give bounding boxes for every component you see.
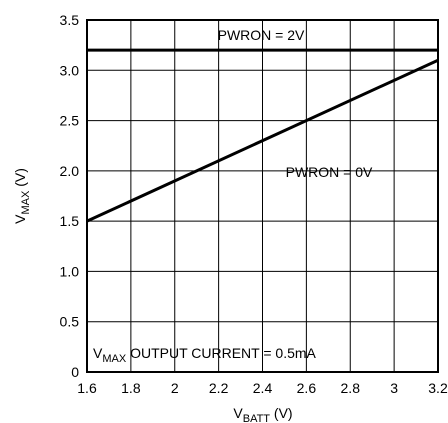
x-axis-label-rest: (V) [270,405,293,421]
annotation-rest: OUTPUT CURRENT = 0.5mA [126,345,316,361]
y-tick-label: 1.0 [60,263,80,279]
annotation-main: V [93,345,103,361]
y-tick-label: 2.5 [60,113,80,129]
y-tick-label: 3.0 [60,62,80,78]
y-tick-labels: 0 0.5 1.0 1.5 2.0 2.5 3.0 3.5 [60,12,80,380]
y-tick-label: 0.5 [60,314,80,330]
x-tick-label: 1.8 [121,380,141,396]
x-axis-label-main: V [233,405,243,421]
x-tick-label: 2.6 [297,380,317,396]
output-current-annotation: VMAX OUTPUT CURRENT = 0.5mA [93,345,317,365]
x-tick-label: 1.6 [77,380,97,396]
y-axis-label-main: V [12,214,28,224]
series-group [86,48,439,223]
y-axis-label: VMAX (V) [12,168,32,224]
y-tick-label: 1.5 [60,213,80,229]
y-axis-label-sub: MAX [20,190,32,215]
y-tick-label: 2.0 [60,163,80,179]
series-line-1 [86,58,439,223]
grid [87,20,438,372]
x-tick-label: 2.4 [253,380,273,396]
x-tick-label: 3.2 [428,380,448,396]
plot-frame [86,19,439,373]
x-tick-labels: 1.6 1.8 2 2.2 2.4 2.6 2.8 3 3.2 [77,380,448,396]
series-label-pwron-0v: PWRON = 0V [286,164,373,180]
x-axis-label: VBATT (V) [233,405,292,423]
x-tick-label: 3 [390,380,398,396]
y-axis-label-rest: (V) [12,168,28,191]
x-tick-label: 2 [171,380,179,396]
x-tick-label: 2.8 [341,380,361,396]
series-label-pwron-2v: PWRON = 2V [218,27,305,43]
x-tick-label: 2.2 [209,380,229,396]
y-tick-label: 0 [71,364,79,380]
annotation-sub: MAX [102,353,127,365]
y-tick-label: 3.5 [60,12,80,28]
x-axis-label-sub: BATT [243,413,271,423]
